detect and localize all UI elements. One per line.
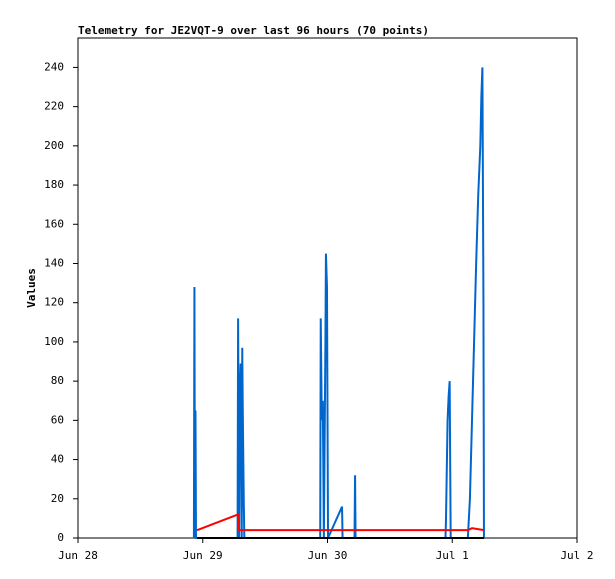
y-tick-label: 200 [44, 139, 64, 152]
y-tick-label: 160 [44, 217, 64, 230]
y-tick-label: 40 [51, 453, 64, 466]
y-tick-label: 120 [44, 296, 64, 309]
y-tick-label: 220 [44, 100, 64, 113]
series-line [196, 513, 485, 532]
series-line [192, 67, 485, 539]
y-axis-label: Values [25, 268, 38, 308]
y-tick-label: 100 [44, 335, 64, 348]
x-tick-label: Jun 28 [58, 549, 98, 562]
x-tick-label: Jun 29 [183, 549, 223, 562]
y-tick-label: 20 [51, 492, 64, 505]
y-tick-label: 0 [57, 531, 64, 544]
y-tick-label: 60 [51, 413, 64, 426]
x-tick-label: Jul 1 [436, 549, 469, 562]
y-tick-label: 240 [44, 60, 64, 73]
y-tick-label: 140 [44, 256, 64, 269]
chart-title: Telemetry for JE2VQT-9 over last 96 hour… [78, 24, 429, 37]
y-tick-label: 80 [51, 374, 64, 387]
y-tick-label: 180 [44, 178, 64, 191]
x-tick-label: Jul 2 [560, 549, 593, 562]
x-tick-label: Jun 30 [308, 549, 348, 562]
